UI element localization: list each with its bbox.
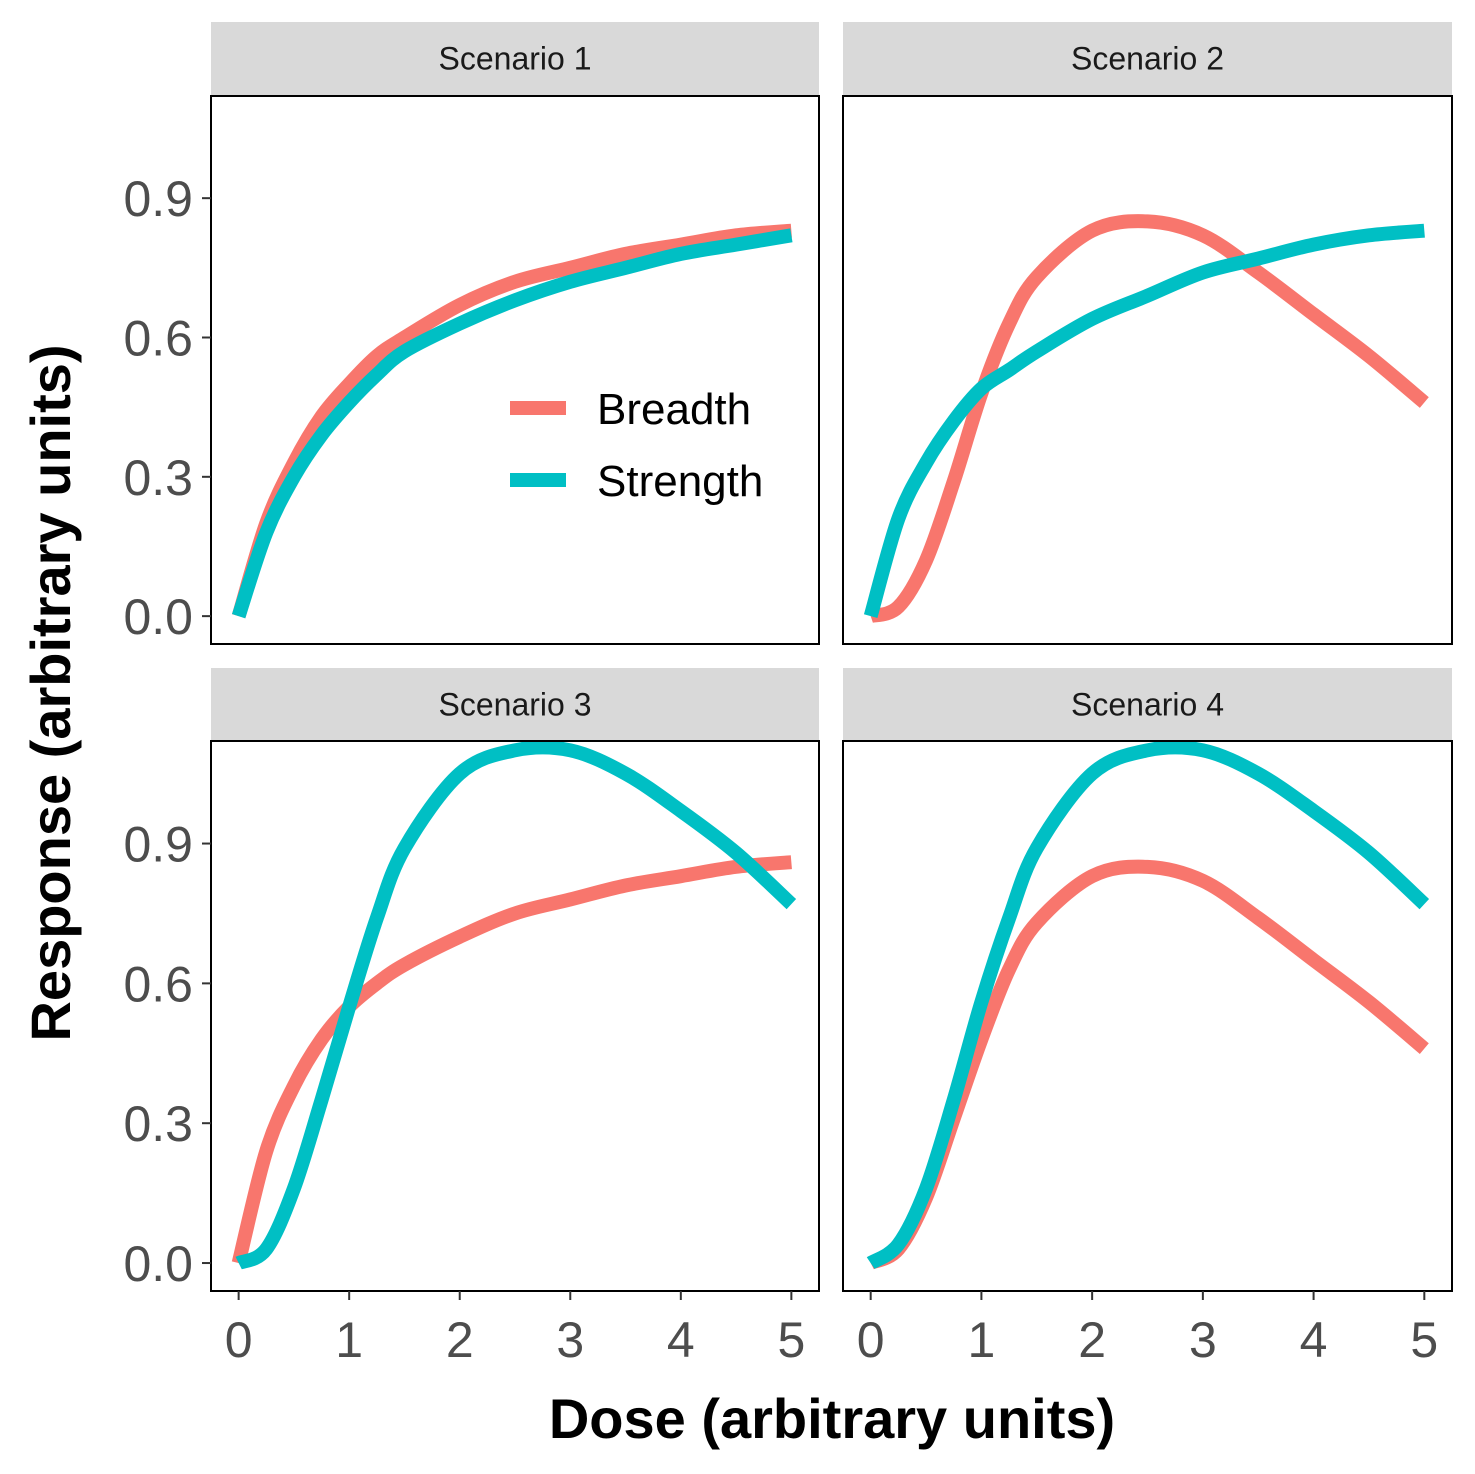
series-line-strength xyxy=(866,741,1430,1270)
panel-border xyxy=(210,740,820,1292)
panel-title: Scenario 3 xyxy=(439,687,592,723)
panel-border xyxy=(210,95,820,645)
x-tick-label: 3 xyxy=(1189,1312,1217,1368)
y-tick-label: 0.0 xyxy=(123,1236,193,1292)
panel-background xyxy=(211,741,819,1291)
x-tick-label: 0 xyxy=(857,1312,885,1368)
panel-title: Scenario 2 xyxy=(1071,41,1224,77)
panel-background xyxy=(211,96,819,644)
x-tick-label: 2 xyxy=(1078,1312,1106,1368)
panel-title: Scenario 4 xyxy=(1071,687,1224,723)
x-tick-label: 1 xyxy=(335,1312,363,1368)
y-tick-label: 0.9 xyxy=(123,817,193,873)
panel-background xyxy=(843,96,1452,644)
series-line-strength xyxy=(235,741,797,1270)
panel-border xyxy=(842,740,1453,1292)
y-tick-label: 0.0 xyxy=(123,589,193,645)
series-group xyxy=(231,741,797,1270)
legend-label: Strength xyxy=(597,457,763,506)
series-line-strength xyxy=(863,223,1425,619)
series-line-strength xyxy=(231,228,793,619)
x-tick-label: 2 xyxy=(446,1312,474,1368)
y-tick-label: 0.9 xyxy=(123,171,193,227)
series-line-breadth xyxy=(231,223,792,619)
y-tick-label: 0.6 xyxy=(123,310,193,366)
legend: Breadth Strength xyxy=(510,385,763,506)
y-tick-label: 0.3 xyxy=(123,450,193,506)
legend-label: Breadth xyxy=(597,385,751,434)
y-tick-label: 0.6 xyxy=(123,956,193,1012)
panel-scenario-1: Scenario 1 xyxy=(210,22,820,645)
series-line-breadth xyxy=(868,214,1429,623)
panel-background xyxy=(843,741,1452,1291)
panel-strip xyxy=(843,22,1452,95)
series-group xyxy=(231,223,793,619)
panel-scenario-3: Scenario 3 xyxy=(210,668,820,1292)
panels-layer: Scenario 1 Scenario 2 Scenario 3 Scenario 4 xyxy=(210,22,1453,1292)
panel-strip xyxy=(211,22,819,95)
panel-title: Scenario 1 xyxy=(439,41,592,77)
axes-layer: 0.00.30.60.90.00.30.60.90 1 2 3 4 5 0 1 2 3 4 5 xyxy=(123,171,1438,1368)
x-axis-title: Dose (arbitrary units) xyxy=(549,1387,1115,1450)
x-tick-label: 5 xyxy=(1410,1312,1438,1368)
panel-strip xyxy=(211,668,819,741)
series-group xyxy=(866,741,1430,1270)
panel-border xyxy=(842,95,1453,645)
x-tick-label: 3 xyxy=(556,1312,584,1368)
y-axis-title: Response (arbitrary units) xyxy=(19,344,82,1041)
panel-scenario-4: Scenario 4 xyxy=(842,668,1453,1292)
x-tick-label: 1 xyxy=(968,1312,996,1368)
series-group xyxy=(863,214,1429,623)
x-tick-label: 4 xyxy=(1300,1312,1328,1368)
legend-entry-breadth: Breadth xyxy=(510,385,751,434)
x-tick-label: 4 xyxy=(667,1312,695,1368)
x-tick-label: 0 xyxy=(225,1312,253,1368)
x-tick-label: 5 xyxy=(777,1312,805,1368)
y-tick-label: 0.3 xyxy=(123,1096,193,1152)
panel-strip xyxy=(843,668,1452,741)
legend-entry-strength: Strength xyxy=(510,457,763,506)
series-line-breadth xyxy=(231,855,792,1265)
panel-scenario-2: Scenario 2 xyxy=(842,22,1453,645)
